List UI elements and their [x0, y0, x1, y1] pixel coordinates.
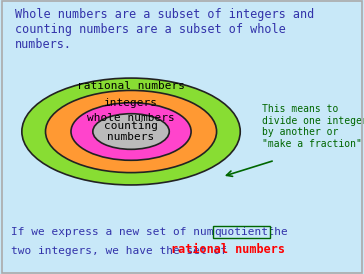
- Text: whole numbers: whole numbers: [87, 113, 175, 123]
- Text: integers: integers: [104, 98, 158, 108]
- Ellipse shape: [46, 90, 217, 173]
- Text: counting
numbers: counting numbers: [104, 121, 158, 142]
- Text: Whole numbers are a subset of integers and
counting numbers are a subset of whol: Whole numbers are a subset of integers a…: [15, 8, 314, 51]
- Ellipse shape: [22, 78, 240, 185]
- Text: rational numbers: rational numbers: [171, 243, 285, 256]
- Text: This means to
divide one integer
by another or
"make a fraction": This means to divide one integer by anot…: [262, 104, 364, 149]
- Text: rational numbers: rational numbers: [77, 81, 185, 91]
- Ellipse shape: [93, 114, 169, 149]
- Ellipse shape: [71, 103, 191, 160]
- Text: of: of: [253, 227, 273, 237]
- Text: If we express a new set of numbers as the: If we express a new set of numbers as th…: [11, 227, 294, 237]
- Text: quotient: quotient: [214, 227, 268, 237]
- Text: two integers, we have the set of: two integers, we have the set of: [11, 246, 234, 256]
